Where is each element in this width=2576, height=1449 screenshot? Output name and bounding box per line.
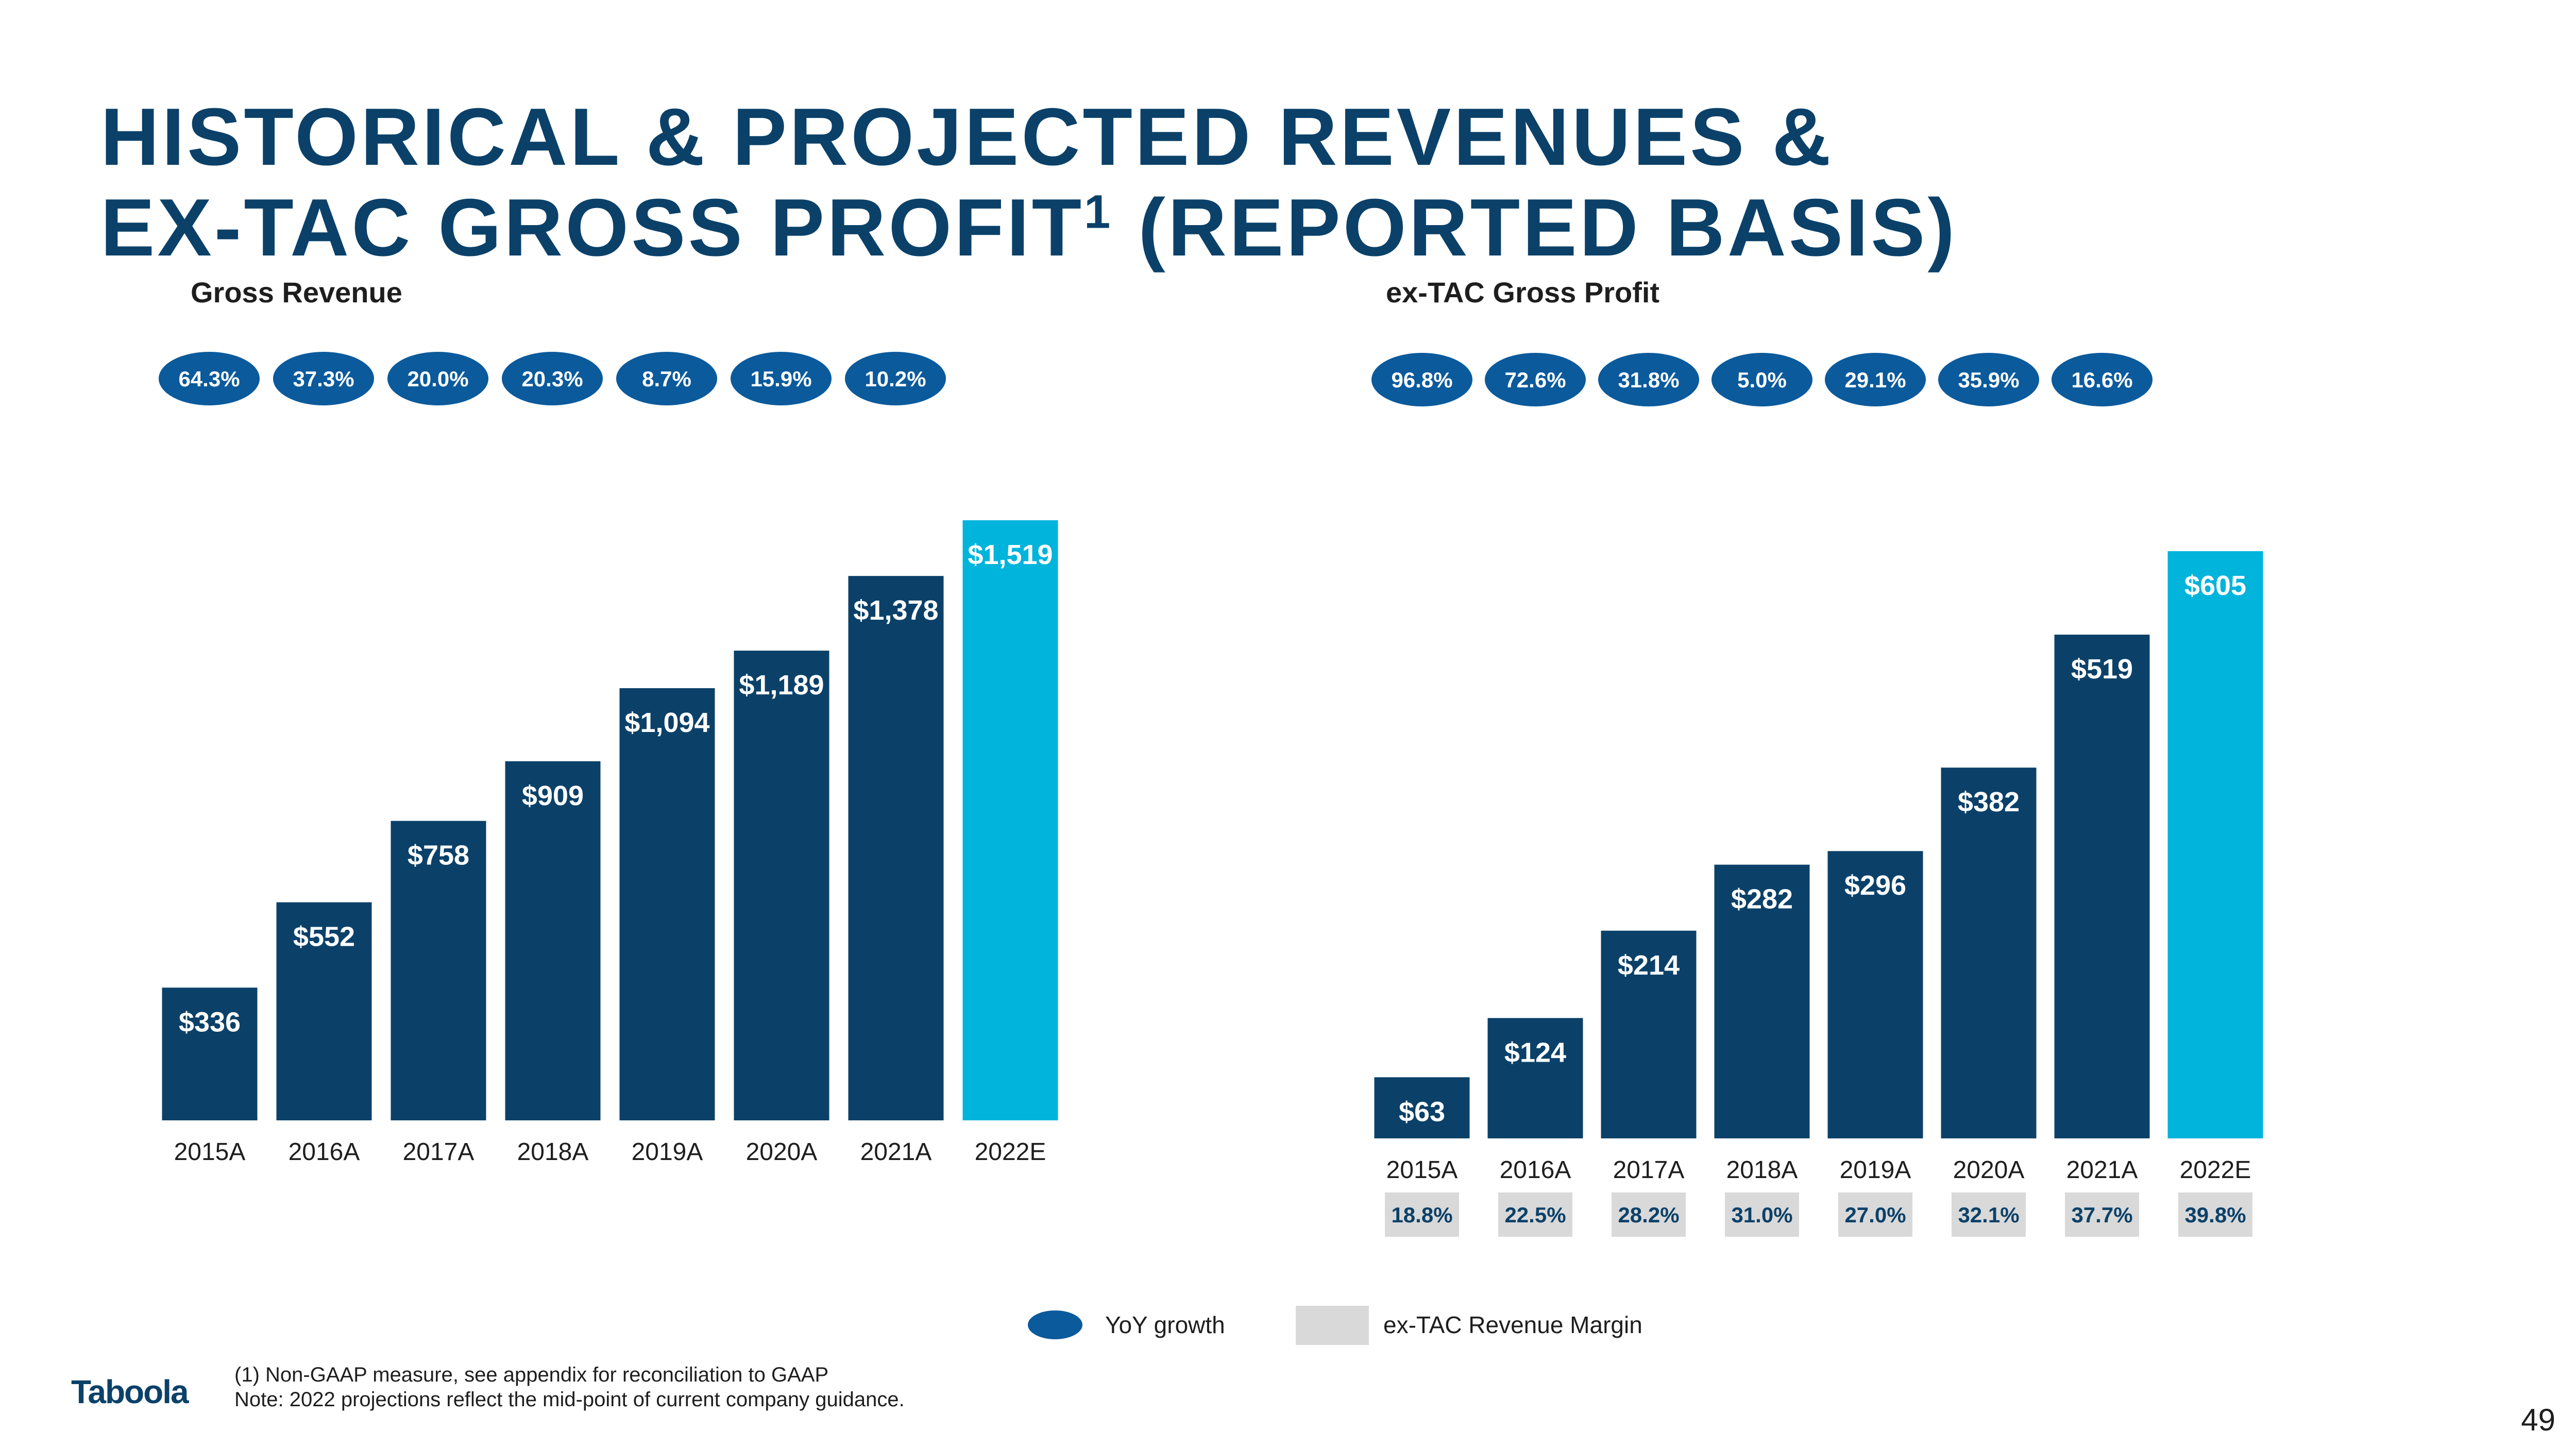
legend-margin-swatch [1296,1306,1369,1345]
extac-value-label: $63 [1399,1096,1445,1127]
extac-yoy-label: 29.1% [1844,368,1906,392]
extac-value-label: $214 [1618,950,1680,981]
extac-margin-label: 31.0% [1731,1203,1792,1227]
extac-yoy-label: 96.8% [1391,368,1452,392]
extac-bar [1941,768,2037,1138]
taboola-logo: Taboola [71,1373,188,1411]
extac-value-label: $382 [1958,787,2020,817]
extac-margin-label: 32.1% [1958,1203,2019,1227]
extac-yoy-label: 72.6% [1504,368,1566,392]
legend-yoy-label: YoY growth [1105,1311,1225,1339]
extac-yoy-label: 35.9% [1958,368,2019,392]
extac-x-tick-label: 2017A [1613,1156,1685,1184]
extac-yoy-label: 31.8% [1618,368,1679,392]
extac-x-tick-label: 2022E [2180,1156,2251,1184]
footnote-line2: Note: 2022 projections reflect the mid-p… [234,1387,905,1412]
extac-x-tick-label: 2018A [1726,1156,1798,1184]
extac-bar [2055,635,2150,1138]
extac-value-label: $605 [2184,570,2246,601]
extac-margin-label: 22.5% [1504,1203,1566,1227]
extac-margin-label: 28.2% [1618,1203,1679,1227]
extac-yoy-label: 16.6% [2071,368,2132,392]
extac-yoy-label: 5.0% [1737,368,1787,392]
legend-margin-label: ex-TAC Revenue Margin [1383,1311,1642,1339]
extac-margin-label: 37.7% [2071,1203,2132,1227]
extac-margin-label: 39.8% [2184,1203,2246,1227]
extac-x-tick-label: 2021A [2066,1156,2138,1184]
legend-yoy-swatch [1028,1310,1082,1339]
extac-value-label: $124 [1504,1037,1566,1068]
extac-x-tick-label: 2015A [1386,1156,1458,1184]
extac-value-label: $282 [1731,884,1793,915]
extac-margin-label: 27.0% [1844,1203,1906,1227]
extac-gross-profit-chart: $63 2015A $124 2016A $214 2017A $282 2018A $296 2… [0,0,2576,1449]
extac-x-tick-label: 2016A [1500,1156,1571,1184]
footnote: (1) Non-GAAP measure, see appendix for r… [234,1362,905,1412]
extac-x-tick-label: 2020A [1953,1156,2025,1184]
extac-margin-label: 18.8% [1391,1203,1452,1227]
extac-x-tick-label: 2019A [1840,1156,1911,1184]
footnote-line1: (1) Non-GAAP measure, see appendix for r… [234,1362,905,1387]
page-number: 49 [2521,1402,2555,1438]
extac-bar [1488,1018,1583,1138]
extac-value-label: $519 [2071,654,2133,685]
extac-bar [2168,551,2263,1138]
extac-value-label: $296 [1844,870,1906,901]
